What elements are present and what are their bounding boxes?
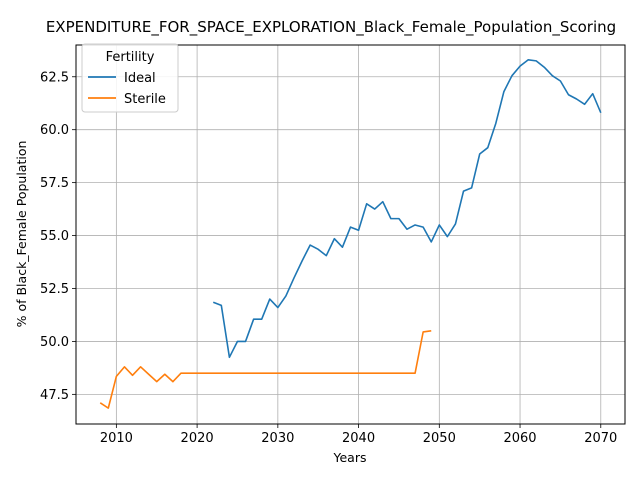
legend-label-ideal: Ideal: [124, 71, 156, 86]
grid-lines: [76, 45, 625, 424]
y-axis-label: % of Black_Female Population: [14, 141, 29, 328]
x-tick-label: 2010: [100, 431, 133, 446]
y-tick-label: 60.0: [40, 123, 69, 138]
legend: Fertility Ideal Sterile: [81, 43, 179, 113]
x-axis-label: Years: [333, 450, 367, 465]
x-tick-label: 2060: [503, 431, 536, 446]
y-tick-label: 52.5: [40, 282, 69, 297]
x-tick-label: 2050: [423, 431, 456, 446]
x-tick-label: 2040: [342, 431, 375, 446]
legend-title: Fertility: [106, 50, 155, 65]
x-tick-label: 2070: [584, 431, 617, 446]
chart-title: EXPENDITURE_FOR_SPACE_EXPLORATION_Black_…: [46, 18, 616, 37]
plot-frame: [75, 44, 626, 425]
axis-ticks: 2010 2020 2030 2040 2050 2060 2070 47.5 50.0 52.5…: [40, 70, 617, 446]
y-tick-label: 47.5: [40, 388, 69, 403]
legend-box: [81, 43, 179, 113]
y-tick-label: 50.0: [40, 335, 69, 350]
y-tick-label: 55.0: [40, 229, 69, 244]
y-tick-label: 62.5: [40, 70, 69, 85]
x-tick-label: 2020: [181, 431, 214, 446]
y-tick-label: 57.5: [40, 176, 69, 191]
series-lines: [99, 59, 602, 409]
series-line-sterile: [99, 330, 432, 409]
legend-label-sterile: Sterile: [124, 92, 166, 107]
series-line-ideal: [212, 59, 602, 359]
x-tick-label: 2030: [261, 431, 294, 446]
